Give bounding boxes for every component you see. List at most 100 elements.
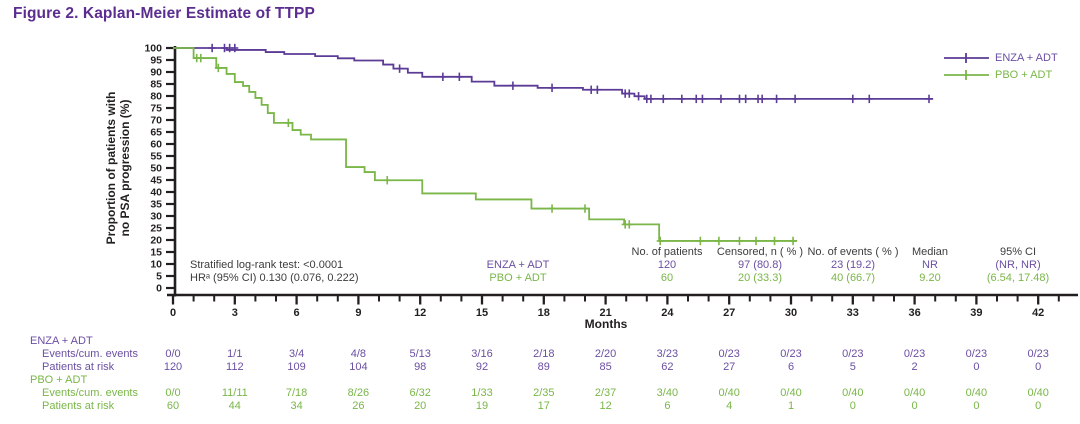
risk-cell: 0/23 [718, 348, 740, 360]
stats-cell: 120 [657, 259, 677, 271]
risk-cell: 62 [661, 361, 674, 373]
risk-cell: 6 [787, 361, 795, 373]
risk-cell: 1/33 [471, 387, 493, 399]
risk-cell: 0 [849, 400, 856, 412]
km-curve-enza [173, 47, 934, 100]
risk-cell: 85 [599, 361, 612, 373]
x-tick-label: 24 [661, 307, 674, 319]
risk-cell: 0 [973, 361, 980, 373]
stats-header: Censored, n ( % ) [716, 246, 804, 258]
y-tick-label: 85 [150, 79, 162, 91]
stats-cell: NR [922, 259, 938, 271]
y-axis-label-line2: no PSA progression (%) [118, 99, 132, 237]
risk-cell: 20 [414, 400, 427, 412]
stats-cell: 97 (80.8) [737, 259, 783, 271]
risk-cell: 60 [166, 400, 180, 412]
risk-cell: 3/23 [656, 348, 679, 360]
figure-title: Figure 2. Kaplan-Meier Estimate of TTPP [13, 5, 315, 22]
y-tick-label: 10 [150, 259, 162, 271]
risk-row-label: Patients at risk [42, 400, 115, 412]
logrank-annotation: Stratified log-rank test: <0.0001 [190, 259, 344, 271]
risk-cell: 0/40 [965, 387, 988, 399]
risk-cell: 98 [414, 361, 427, 373]
y-tick-label: 65 [150, 127, 162, 139]
risk-cell: 89 [537, 361, 550, 373]
x-tick-label: 6 [294, 307, 300, 319]
y-tick-label: 5 [156, 271, 162, 283]
x-tick-label: 9 [355, 307, 361, 319]
x-tick-label: 42 [1032, 307, 1044, 319]
risk-cell: 0 [1035, 400, 1042, 412]
x-axis-label: Months [584, 317, 628, 331]
risk-cell: 4/8 [350, 348, 367, 360]
risk-cell: 120 [163, 361, 183, 373]
x-tick-label: 12 [414, 307, 426, 319]
y-tick-label: 80 [150, 91, 162, 103]
y-tick-label: 55 [150, 151, 162, 163]
risk-cell: 17 [537, 400, 550, 412]
risk-row-label: Patients at risk [42, 361, 115, 373]
risk-cell: 3/4 [288, 348, 305, 360]
x-tick-label: 3 [232, 307, 238, 319]
risk-cell: 0/23 [780, 348, 802, 360]
risk-cell: 2/20 [594, 348, 617, 360]
risk-cell: 0/40 [718, 387, 740, 399]
stats-cell: (6.54, 17.48) [986, 272, 1050, 284]
x-tick-label: 21 [599, 307, 611, 319]
y-tick-label: 50 [150, 163, 162, 175]
stats-header: No. of events ( % ) [807, 246, 899, 258]
stats-cell: 23 (19.2) [830, 259, 876, 271]
stats-header: No. of patients [631, 246, 703, 258]
risk-cell: 2/35 [533, 387, 555, 399]
stats-cell: 60 [660, 272, 674, 284]
y-tick-label: 75 [150, 103, 162, 115]
risk-cell: 27 [723, 361, 736, 373]
risk-cell: 6/32 [409, 387, 431, 399]
risk-cell: 44 [228, 400, 241, 412]
y-tick-label: 20 [150, 235, 162, 247]
stats-row-label-enza: ENZA + ADT [486, 259, 550, 271]
y-axis-label-line1: Proportion of patients with [104, 91, 118, 245]
stats-header: Median [911, 246, 949, 258]
stats-header: 95% CI [999, 246, 1037, 258]
risk-cell: 5/13 [409, 348, 431, 360]
risk-cell: 0/40 [842, 387, 864, 399]
risk-row-label: Events/cum. events [42, 387, 138, 399]
risk-cell: 4 [726, 400, 733, 412]
risk-cell: 0/40 [780, 387, 802, 399]
risk-cell: 0/0 [165, 348, 181, 360]
risk-cell: 2/18 [533, 348, 555, 360]
y-tick-label: 0 [156, 283, 162, 295]
risk-cell: 1/1 [227, 348, 243, 360]
risk-cell: 1 [787, 400, 795, 412]
risk-cell: 0 [1035, 361, 1042, 373]
y-tick-label: 25 [150, 223, 162, 235]
risk-cell: 0/23 [842, 348, 864, 360]
risk-group-label: PBO + ADT [30, 374, 88, 386]
stats-cell: 9.20 [919, 272, 941, 284]
x-tick-label: 15 [476, 307, 488, 319]
risk-cell: 2 [911, 361, 918, 373]
x-tick-label: 36 [908, 307, 920, 319]
risk-cell: 8/26 [347, 387, 370, 399]
stats-row-label-pbo: PBO + ADT [489, 272, 547, 284]
stats-cell: 40 (66.7) [830, 272, 876, 284]
x-tick-label: 27 [723, 307, 735, 319]
risk-cell: 0/23 [903, 348, 926, 360]
legend-label-enza: ENZA + ADT [995, 52, 1058, 64]
risk-cell: 34 [290, 400, 303, 412]
x-tick-label: 30 [785, 307, 797, 319]
risk-cell: 0 [973, 400, 980, 412]
km-curve-pbo [173, 47, 798, 242]
risk-cell: 3/16 [471, 348, 493, 360]
risk-cell: 0/40 [903, 387, 926, 399]
y-tick-label: 15 [150, 247, 162, 259]
risk-cell: 0 [911, 400, 918, 412]
risk-cell: 6 [664, 400, 671, 412]
risk-cell: 0/40 [1027, 387, 1049, 399]
risk-cell: 11/11 [221, 387, 248, 399]
risk-cell: 7/18 [285, 387, 308, 399]
risk-group-label: ENZA + ADT [30, 335, 93, 347]
y-tick-label: 95 [150, 55, 162, 67]
